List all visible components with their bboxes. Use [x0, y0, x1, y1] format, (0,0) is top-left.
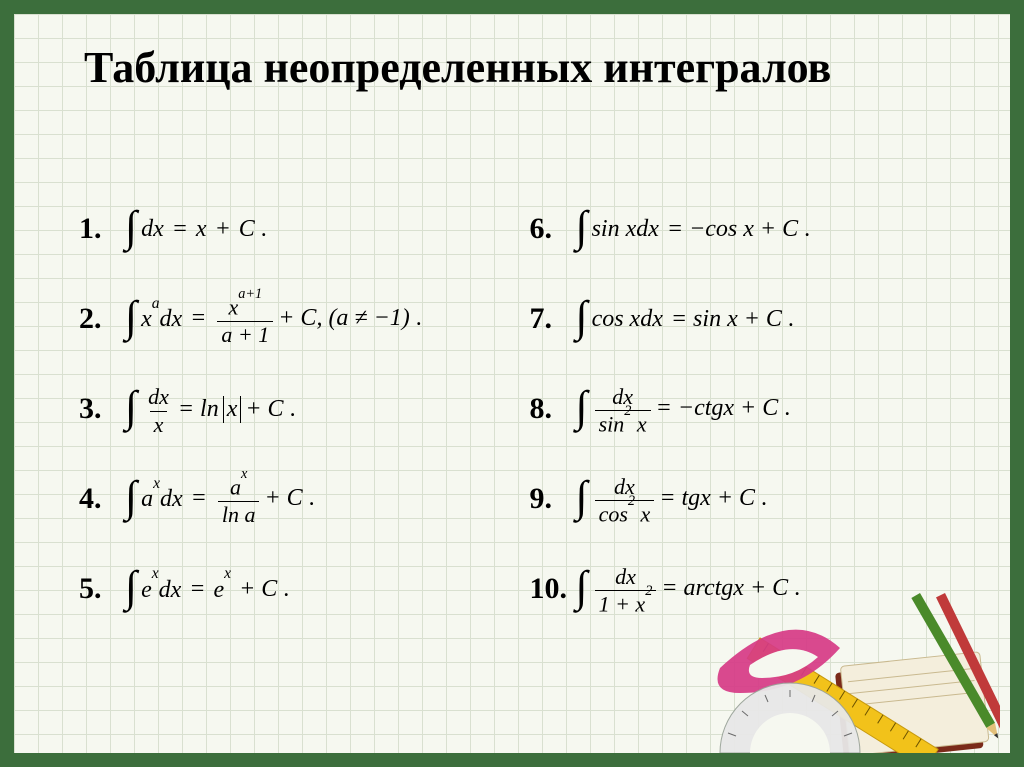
- formula-number: 6.: [530, 212, 576, 246]
- formula-number: 2.: [79, 302, 125, 336]
- slide-frame: Таблица неопределенных интегралов 1. ∫dx…: [0, 0, 1024, 767]
- formula: ∫ dxcos2 x = tgx + C.: [576, 473, 768, 525]
- formula-number: 3.: [79, 392, 125, 426]
- formula-row: 6. ∫sin xdx = −cos x + C.: [530, 184, 951, 274]
- formula-row: 5. ∫exdx = ex + C.: [79, 544, 500, 634]
- slide-title: Таблица неопределенных интегралов: [84, 42, 831, 93]
- formula-row: 8. ∫ dxsin2 x = −ctgx + C.: [530, 364, 951, 454]
- formula-row: 2. ∫xadx = xa+1a + 1 + C, (a ≠ −1).: [79, 274, 500, 364]
- formula-number: 4.: [79, 482, 125, 516]
- formula-row: 1. ∫dx = x + C.: [79, 184, 500, 274]
- formula-number: 1.: [79, 212, 125, 246]
- formula-number: 8.: [530, 392, 576, 426]
- formula: ∫ dxsin2 x = −ctgx + C.: [576, 383, 791, 435]
- formula-number: 7.: [530, 302, 576, 336]
- formula-number: 5.: [79, 572, 125, 606]
- formula: ∫xadx = xa+1a + 1 + C, (a ≠ −1).: [125, 293, 422, 345]
- formula: ∫axdx = axln a + C.: [125, 473, 315, 525]
- formula: ∫cos xdx = sin x + C.: [576, 301, 794, 336]
- formula: ∫ dxx = lnx+ C.: [125, 383, 296, 434]
- formula: ∫dx = x + C.: [125, 211, 267, 246]
- formula: ∫sin xdx = −cos x + C.: [576, 211, 811, 246]
- formula-number: 10.: [530, 572, 576, 606]
- formula-row: 4. ∫axdx = axln a + C.: [79, 454, 500, 544]
- formula-row: 9. ∫ dxcos2 x = tgx + C.: [530, 454, 951, 544]
- formula-row: 7. ∫cos xdx = sin x + C.: [530, 274, 951, 364]
- formula-number: 9.: [530, 482, 576, 516]
- stationery-decoration: [700, 553, 1000, 753]
- left-column: 1. ∫dx = x + C. 2. ∫xadx = xa+1a + 1 + C…: [79, 184, 500, 634]
- formula-row: 3. ∫ dxx = lnx+ C.: [79, 364, 500, 454]
- formula: ∫exdx = ex + C.: [125, 571, 289, 606]
